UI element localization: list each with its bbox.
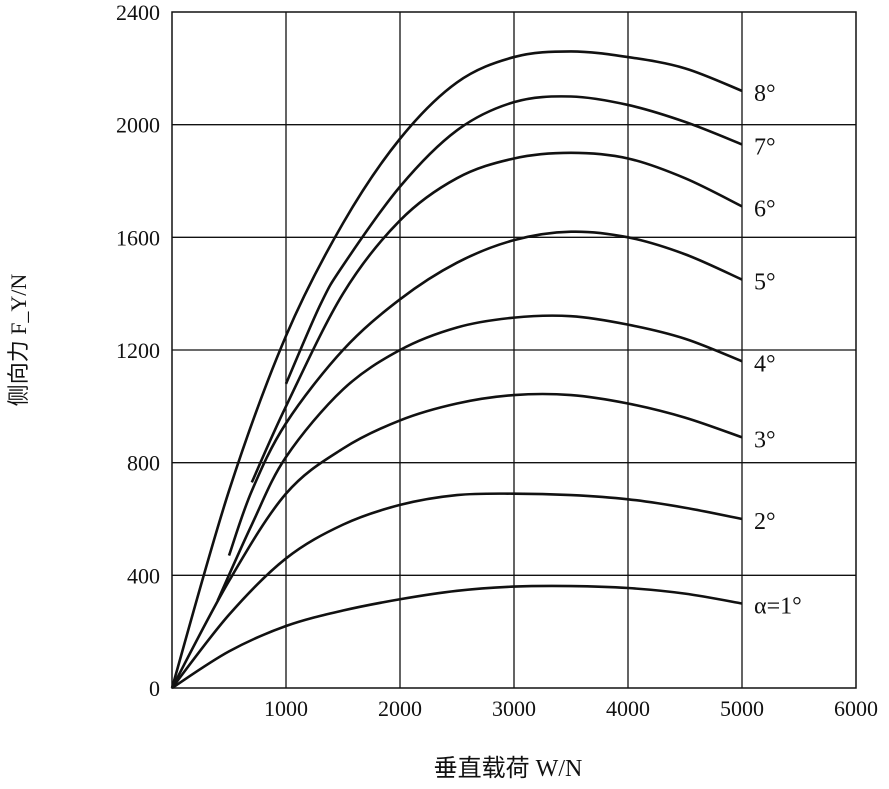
x-tick-label: 6000	[834, 696, 878, 721]
series-line-2	[170, 492, 743, 689]
x-tick-label: 2000	[378, 696, 422, 721]
y-tick-label: 400	[127, 563, 160, 588]
series-group	[170, 50, 743, 690]
grid	[172, 12, 856, 688]
series-line-8	[170, 50, 743, 689]
series-label-6: 6°	[754, 196, 776, 222]
series-line-5	[227, 230, 743, 557]
x-axis-label: 垂直载荷 W/N	[434, 755, 583, 782]
y-axis-label: 侧向力 F_Y/N	[6, 274, 31, 407]
x-tick-labels: 1000 2000 3000 4000 5000 6000	[264, 696, 878, 721]
series-line-6	[250, 151, 743, 483]
y-tick-label: 1600	[116, 225, 160, 250]
series-label-2: 2°	[754, 509, 776, 535]
origin-label: 0	[149, 676, 160, 701]
series-label-8: 8°	[754, 81, 776, 107]
y-tick-labels: 400 800 1200 1600 2000 2400	[116, 0, 160, 588]
series-line-4	[216, 314, 743, 602]
series-line-7	[284, 95, 743, 385]
series-label-7: 7°	[754, 134, 776, 160]
series-label-5: 5°	[754, 270, 776, 296]
y-tick-label: 2400	[116, 0, 160, 25]
series-label-4: 4°	[754, 351, 776, 377]
y-tick-label: 1200	[116, 338, 160, 363]
y-tick-label: 800	[127, 451, 160, 476]
series-line-3	[170, 392, 743, 689]
y-tick-label: 2000	[116, 113, 160, 138]
x-tick-label: 5000	[720, 696, 764, 721]
series-line-1	[171, 584, 743, 690]
series-label-3: 3°	[754, 427, 776, 453]
plot-frame	[171, 11, 857, 689]
x-tick-label: 4000	[606, 696, 650, 721]
x-tick-label: 3000	[492, 696, 536, 721]
series-label-1: α=1°	[754, 594, 802, 620]
x-tick-label: 1000	[264, 696, 308, 721]
series-labels: α=1° 2° 3° 4° 5° 6° 7° 8°	[754, 81, 802, 620]
